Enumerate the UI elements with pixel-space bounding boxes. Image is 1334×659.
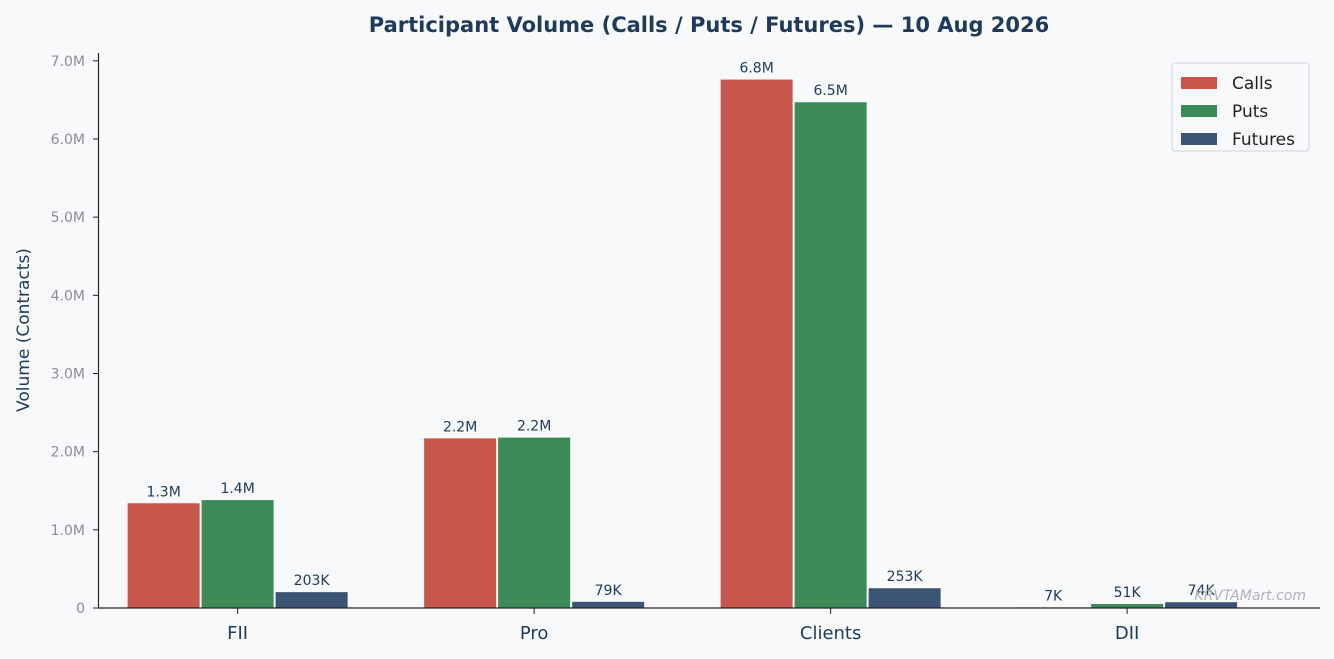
- bar-futures-fii: [275, 592, 348, 608]
- legend-label-calls: Calls: [1232, 74, 1273, 94]
- x-axis: FII Pro Clients DII: [227, 608, 1139, 644]
- legend-swatch-calls: [1181, 77, 1217, 89]
- data-label-puts-pro: 2.2M: [517, 419, 551, 435]
- data-label-calls-pro: 2.2M: [443, 419, 477, 435]
- legend-swatch-futures: [1181, 133, 1217, 145]
- legend: Calls Puts Futures: [1171, 62, 1310, 152]
- y-tick-label: 1.0M: [51, 523, 85, 539]
- bar-puts-dii: [1091, 604, 1164, 608]
- data-label-futures-fii: 203K: [294, 573, 331, 589]
- data-label-puts-clients: 6.5M: [813, 83, 847, 99]
- bar-puts-clients: [794, 102, 867, 609]
- y-tick-label: 7.0M: [51, 54, 85, 70]
- legend-swatch-puts: [1181, 105, 1217, 117]
- bar-puts-pro: [498, 437, 571, 608]
- y-tick-label: 6.0M: [51, 132, 85, 148]
- data-label-calls-fii: 1.3M: [146, 484, 180, 500]
- y-tick-label: 3.0M: [51, 366, 85, 382]
- data-label-calls-dii: 7K: [1044, 588, 1063, 604]
- data-label-futures-pro: 79K: [595, 583, 623, 599]
- chart-title: Participant Volume (Calls / Puts / Futur…: [369, 13, 1049, 37]
- data-label-futures-dii: 74K: [1188, 583, 1216, 599]
- x-tick-label-dii: DII: [1115, 623, 1139, 644]
- bar-futures-clients: [868, 588, 941, 608]
- watermark: KRVTAMart.com: [1194, 588, 1306, 604]
- y-axis: 0 1.0M 2.0M 3.0M 4.0M 5.0M 6.0M 7.0M: [51, 54, 99, 617]
- bar-puts-fii: [201, 500, 274, 608]
- y-tick-label: 5.0M: [51, 210, 85, 226]
- x-tick-label-fii: FII: [227, 623, 248, 644]
- data-label-puts-dii: 51K: [1114, 585, 1142, 601]
- bar-series-group: [127, 79, 1238, 609]
- legend-label-puts: Puts: [1232, 102, 1268, 122]
- bar-futures-pro: [572, 601, 645, 608]
- y-tick-label: 4.0M: [51, 288, 85, 304]
- y-tick-label: 0: [76, 601, 85, 617]
- y-tick-label: 2.0M: [51, 445, 85, 461]
- bar-calls-clients: [720, 79, 793, 609]
- bar-calls-fii: [127, 503, 200, 608]
- legend-label-futures: Futures: [1232, 130, 1295, 150]
- x-tick-label-clients: Clients: [800, 623, 862, 644]
- bar-futures-dii: [1165, 602, 1238, 608]
- data-label-puts-fii: 1.4M: [220, 481, 254, 497]
- data-label-calls-clients: 6.8M: [739, 61, 773, 77]
- x-tick-label-pro: Pro: [520, 623, 549, 644]
- y-axis-label: Volume (Contracts): [14, 248, 34, 412]
- bar-calls-pro: [424, 438, 497, 608]
- data-label-futures-clients: 253K: [887, 569, 924, 585]
- data-labels-group: 1.3M 1.4M 203K 2.2M 2.2M 79K 6.8M 6.5M 253K 7K 51K…: [146, 61, 1215, 605]
